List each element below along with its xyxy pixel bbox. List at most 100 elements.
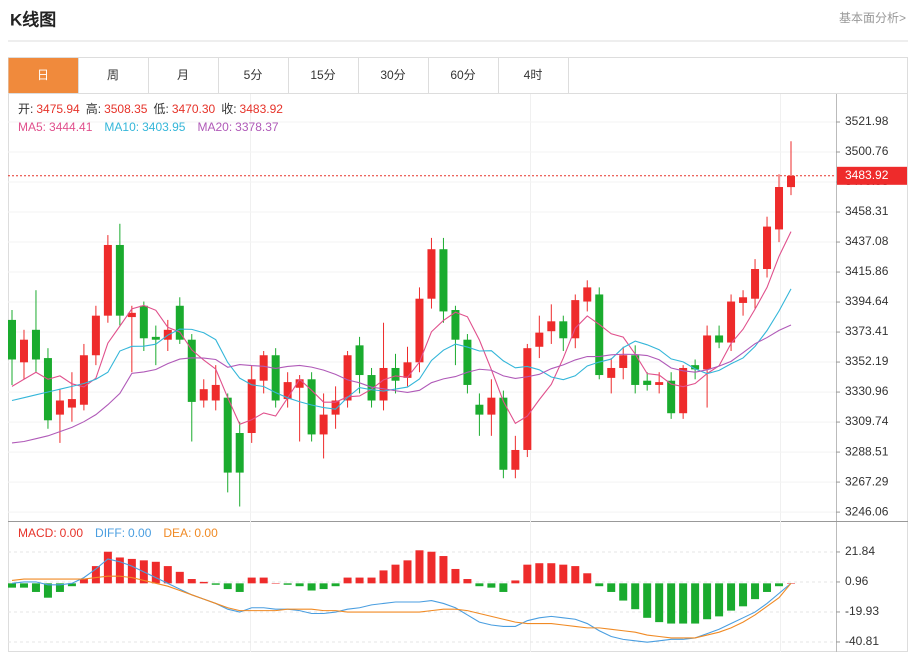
macd-bar: [487, 583, 496, 588]
tab-label[interactable]: 日: [37, 68, 49, 82]
candle-body: [643, 380, 652, 385]
macd-bar: [31, 583, 40, 592]
tab-label[interactable]: 5分: [244, 68, 263, 82]
candle-body: [211, 384, 220, 401]
macd-bar: [247, 577, 256, 584]
candle-body: [523, 348, 532, 450]
line-series: [11, 288, 792, 410]
macd-bar: [115, 557, 124, 584]
tab[interactable]: 周: [107, 58, 149, 93]
legend-value: 0.00: [128, 526, 152, 540]
legend-label: MA20:: [197, 120, 232, 134]
candle-body: [679, 367, 688, 414]
macd-bar: [451, 568, 460, 584]
legend-value: 3508.35: [104, 102, 148, 116]
candle-body: [79, 355, 88, 405]
tab[interactable]: 30分: [380, 58, 429, 93]
tab-label[interactable]: 15分: [310, 68, 335, 82]
candle-body: [235, 433, 244, 473]
macd-bar: [199, 581, 208, 584]
legend-value: 3470.30: [172, 102, 216, 116]
candle-body: [391, 367, 400, 381]
y-tick-label: 3458.31: [845, 204, 889, 218]
legend-label: MA5:: [18, 120, 46, 134]
candle-body: [583, 287, 592, 302]
candle-body: [319, 414, 328, 435]
macd-bar: [511, 580, 520, 584]
legend-label: 收:: [221, 102, 236, 116]
macd-bar: [43, 583, 52, 598]
candle-body: [787, 175, 795, 188]
legend-value: 3403.95: [142, 120, 186, 134]
macd-bar: [163, 566, 172, 584]
candle-body: [655, 382, 664, 385]
candle-body: [703, 335, 712, 370]
candle-body: [631, 355, 640, 385]
candle-body: [259, 355, 268, 381]
tab-label[interactable]: 4时: [524, 68, 543, 82]
candle-body: [115, 244, 124, 316]
candle-body: [151, 336, 160, 340]
macd-bar: [523, 564, 532, 584]
legend-value: 0.00: [60, 526, 84, 540]
candle-body: [775, 187, 784, 230]
macd-bar: [331, 583, 340, 587]
macd-bar: [223, 583, 232, 590]
tab[interactable]: 5分: [244, 58, 289, 93]
candle-body: [727, 301, 736, 343]
candle-body: [187, 339, 196, 402]
macd-bar: [715, 583, 724, 617]
tab-label[interactable]: 月: [177, 68, 189, 82]
tab[interactable]: 60分: [450, 58, 499, 93]
page-title: K线图: [10, 9, 56, 29]
macd-bar: [667, 583, 676, 624]
y-tick-label: 0.96: [845, 574, 869, 588]
macd-bar: [547, 563, 556, 584]
legend-label: 开:: [18, 102, 33, 116]
legend-value: 3483.92: [240, 102, 284, 116]
candle-body: [751, 269, 760, 299]
macd-bar: [535, 563, 544, 584]
tab-label[interactable]: 60分: [450, 68, 475, 82]
y-tick-label: 21.84: [845, 544, 875, 558]
plot: 日周月5分15分30分60分4时3521.983500.763479.53345…: [8, 58, 907, 648]
candle-body: [103, 244, 112, 316]
candle-body: [499, 397, 508, 470]
macd-bar: [367, 577, 376, 584]
candle-body: [91, 315, 100, 356]
macd-bar: [583, 573, 592, 584]
candle-body: [343, 355, 352, 401]
candle-body: [547, 321, 556, 332]
macd-bar: [211, 583, 220, 585]
tab-label[interactable]: 30分: [380, 68, 405, 82]
candle-body: [511, 449, 520, 470]
macd-bar: [679, 583, 688, 624]
tab[interactable]: 月: [177, 58, 219, 93]
macd-bar: [19, 583, 28, 588]
candle-body: [571, 300, 580, 339]
fundamental-link[interactable]: 基本面分析>: [839, 11, 906, 25]
candle-body: [667, 380, 676, 414]
current-price-box: [837, 166, 907, 185]
legend-label: MACD:: [18, 526, 57, 540]
macd-bar: [571, 566, 580, 584]
macd-bar: [739, 583, 748, 607]
candle-body: [535, 332, 544, 347]
macd-bar: [415, 550, 424, 584]
tab[interactable]: 15分: [310, 58, 359, 93]
candle-body: [403, 362, 412, 378]
macd-bar: [559, 564, 568, 584]
tab[interactable]: 4时: [524, 58, 569, 93]
macd-bar: [295, 583, 304, 587]
candle-body: [8, 319, 16, 360]
tab-label[interactable]: 周: [107, 68, 119, 82]
legend-value: 3444.41: [49, 120, 93, 134]
tab[interactable]: 日: [8, 58, 79, 93]
candle-body: [559, 321, 568, 339]
y-tick-label: 3288.51: [845, 444, 889, 458]
candle-body: [451, 310, 460, 340]
candle-body: [691, 365, 700, 370]
candle-body: [247, 379, 256, 434]
macd-bar: [91, 566, 100, 584]
